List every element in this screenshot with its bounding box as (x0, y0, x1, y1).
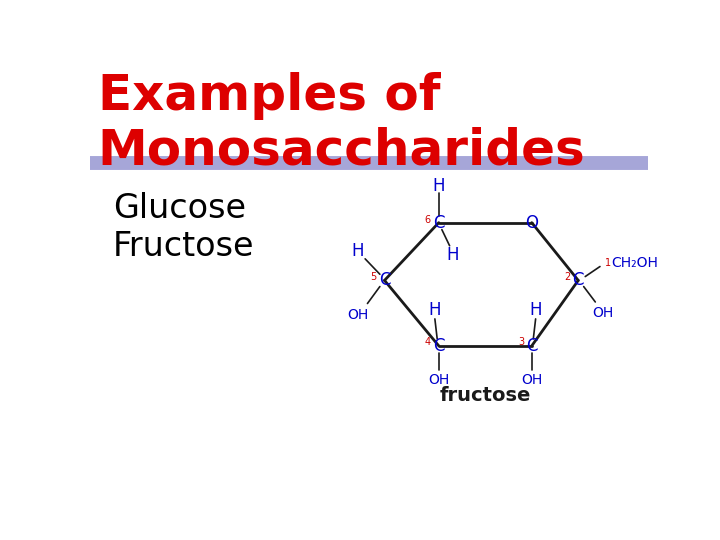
Text: OH: OH (521, 374, 542, 388)
Text: OH: OH (593, 306, 613, 320)
Text: Monosaccharides: Monosaccharides (98, 126, 585, 174)
Text: 3: 3 (518, 337, 524, 347)
Text: CH₂OH: CH₂OH (611, 256, 657, 271)
Text: C: C (433, 214, 444, 232)
Text: 4: 4 (425, 337, 431, 347)
Text: OH: OH (428, 374, 449, 388)
Text: O: O (526, 214, 539, 232)
Text: Fructose: Fructose (113, 231, 255, 264)
Text: H: H (428, 301, 441, 319)
Text: H: H (433, 177, 445, 195)
Text: H: H (351, 242, 364, 260)
Text: C: C (433, 337, 444, 355)
Text: 2: 2 (564, 272, 570, 281)
Text: H: H (529, 301, 542, 319)
Text: 6: 6 (425, 214, 431, 225)
Text: Examples of: Examples of (98, 72, 441, 120)
Text: C: C (379, 272, 390, 289)
Text: 1: 1 (606, 259, 611, 268)
Text: 5: 5 (371, 272, 377, 281)
Text: Glucose: Glucose (113, 192, 246, 225)
Text: C: C (572, 272, 584, 289)
Text: OH: OH (347, 308, 368, 322)
Text: fructose: fructose (440, 387, 531, 406)
Text: C: C (526, 337, 538, 355)
Text: H: H (446, 246, 459, 264)
